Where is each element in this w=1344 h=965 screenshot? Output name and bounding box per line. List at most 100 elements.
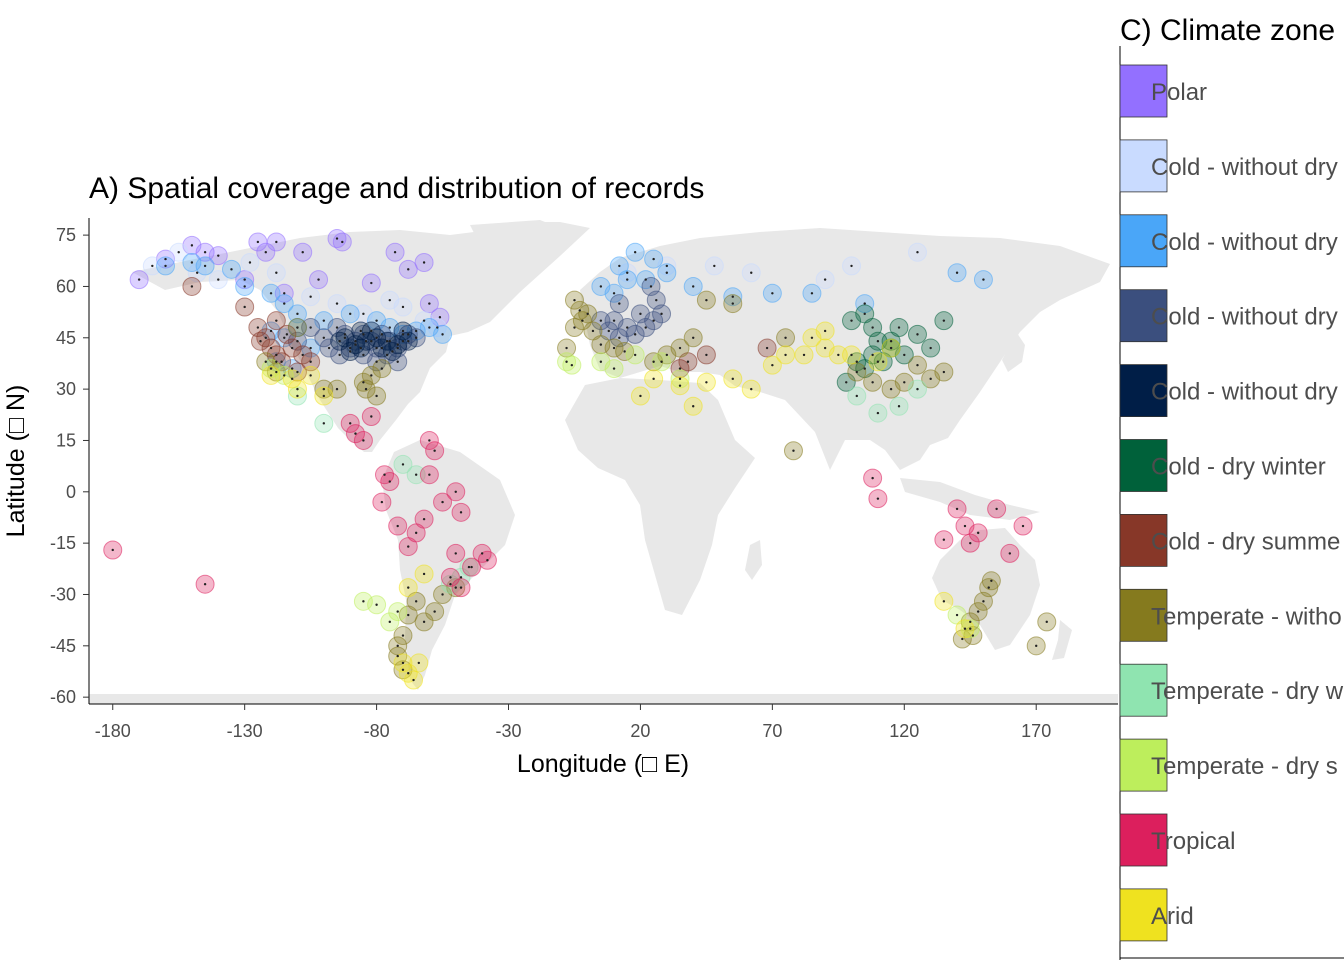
record-point xyxy=(280,360,283,363)
record-point xyxy=(876,497,880,500)
record-point xyxy=(639,394,642,398)
record-point xyxy=(248,261,252,264)
record-point xyxy=(290,346,294,350)
record-point xyxy=(380,346,384,350)
record-point xyxy=(428,302,431,305)
plot-area xyxy=(89,220,1118,704)
record-point xyxy=(942,370,946,374)
record-point xyxy=(428,326,431,329)
record-point xyxy=(190,261,194,264)
record-point xyxy=(296,312,299,316)
record-point xyxy=(359,329,362,333)
record-point xyxy=(322,394,326,398)
y-tick-label: -30 xyxy=(50,584,76,604)
record-point xyxy=(784,336,787,339)
record-point xyxy=(692,405,695,408)
record-point xyxy=(401,463,405,466)
x-tick-label: 20 xyxy=(630,721,650,741)
record-point xyxy=(876,340,880,343)
record-point xyxy=(259,340,262,343)
record-point xyxy=(961,637,964,641)
record-point xyxy=(971,634,975,637)
record-point xyxy=(855,370,858,374)
record-point xyxy=(269,374,273,377)
y-tick-label: 60 xyxy=(56,276,76,296)
record-point xyxy=(414,473,418,476)
record-point xyxy=(243,278,246,281)
record-point xyxy=(396,524,399,528)
record-point xyxy=(459,576,463,579)
record-point xyxy=(652,319,655,322)
legend-swatch xyxy=(1119,588,1168,642)
record-point xyxy=(385,340,389,343)
legend-label: Tropical xyxy=(1151,828,1235,855)
record-point xyxy=(897,405,901,408)
x-tick-label: -30 xyxy=(496,721,522,741)
land-antarctica-edge xyxy=(89,694,1118,704)
y-axis-ticks: -60 -45 -30 -15 0 15 30 45 60 75 xyxy=(50,225,89,707)
x-tick-label: -180 xyxy=(95,721,131,741)
record-point xyxy=(338,340,341,343)
legend-swatch xyxy=(1119,139,1168,193)
y-tick-label: 0 xyxy=(66,482,76,502)
legend-label: Cold - without dry xyxy=(1151,379,1338,406)
record-point xyxy=(889,387,893,391)
record-point xyxy=(264,251,267,254)
record-point xyxy=(164,257,167,261)
y-tick-label: -60 xyxy=(50,687,76,707)
record-point xyxy=(771,363,774,367)
record-point xyxy=(401,661,405,665)
record-point xyxy=(290,367,294,370)
record-point xyxy=(665,271,669,274)
record-point xyxy=(626,278,629,281)
record-point xyxy=(301,353,304,357)
record-point xyxy=(678,377,682,381)
record-point xyxy=(942,538,946,541)
record-point xyxy=(1008,552,1012,555)
world-land-basemap xyxy=(89,220,1118,704)
record-point xyxy=(881,360,885,363)
record-point xyxy=(903,353,906,357)
record-point xyxy=(388,480,391,483)
record-point xyxy=(599,360,603,363)
record-point xyxy=(264,336,267,339)
record-point xyxy=(713,264,716,268)
record-point xyxy=(396,360,399,363)
record-point xyxy=(375,319,378,322)
record-point xyxy=(705,381,708,384)
record-point xyxy=(256,240,260,244)
record-point xyxy=(417,661,421,665)
x-tick-label: -130 xyxy=(227,721,263,741)
record-point xyxy=(301,251,304,254)
record-point xyxy=(784,353,787,357)
record-point xyxy=(422,572,426,576)
legend-swatch xyxy=(1119,514,1168,567)
record-point xyxy=(987,586,990,589)
record-point xyxy=(388,298,391,302)
record-point xyxy=(916,363,919,367)
land-maritime-se-asia xyxy=(900,478,1040,520)
record-point xyxy=(449,583,452,586)
record-point xyxy=(343,336,347,339)
record-point xyxy=(626,271,629,274)
record-point xyxy=(388,326,391,329)
legend-label: Polar xyxy=(1151,79,1207,106)
record-point xyxy=(317,278,320,281)
record-point xyxy=(362,600,365,603)
record-point xyxy=(283,374,286,377)
record-point xyxy=(203,264,207,268)
record-point xyxy=(401,305,405,309)
record-point xyxy=(480,552,484,555)
record-point xyxy=(349,312,352,316)
record-point xyxy=(401,668,405,671)
record-point xyxy=(969,627,972,630)
record-point xyxy=(573,298,576,302)
record-point xyxy=(633,333,637,336)
record-point xyxy=(578,309,581,312)
record-point xyxy=(428,439,431,442)
record-point xyxy=(750,387,753,391)
record-point xyxy=(810,336,814,339)
record-point xyxy=(414,329,418,333)
record-point xyxy=(433,449,436,452)
